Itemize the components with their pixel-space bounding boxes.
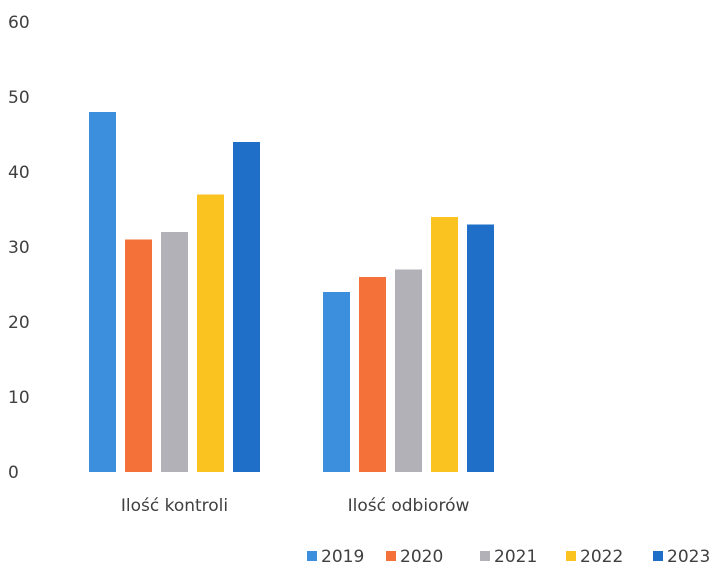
legend-label-2021: 2021 [494,547,537,566]
x-axis: Ilość kontroli Ilość odbiorów [121,496,470,516]
legend-label-2019: 2019 [321,547,364,566]
bars [89,112,494,472]
bar-2021-kontroli [161,232,188,472]
y-tick-label: 40 [8,163,30,183]
y-tick-label: 20 [8,313,30,333]
legend-label-2022: 2022 [580,547,623,566]
legend-label-2020: 2020 [400,547,443,566]
y-tick-label: 0 [8,463,19,483]
y-tick-label: 10 [8,388,30,408]
legend-swatch-2019 [307,551,317,561]
legend-swatch-2022 [566,551,576,561]
bar-2023-odbiorow [467,224,494,472]
category-label: Ilość odbiorów [348,496,470,516]
y-tick-label: 50 [8,88,30,108]
bar-2022-odbiorow [431,217,458,472]
bar-2021-odbiorow [395,269,422,472]
y-axis: 0 10 20 30 40 50 60 [8,13,30,483]
bar-2019-kontroli [89,112,116,472]
legend-swatch-2020 [386,551,396,561]
y-tick-label: 30 [8,238,30,258]
y-tick-label: 60 [8,13,30,33]
category-label: Ilość kontroli [121,496,228,516]
bar-2020-odbiorow [359,277,386,472]
bar-2019-odbiorow [323,292,350,472]
legend-label-2023: 2023 [667,547,710,566]
legend-swatch-2021 [480,551,490,561]
legend: 2019 2020 2021 2022 2023 [307,547,710,566]
bar-2023-kontroli [233,142,260,472]
bar-2022-kontroli [197,194,224,472]
legend-swatch-2023 [653,551,663,561]
bar-2020-kontroli [125,239,152,472]
